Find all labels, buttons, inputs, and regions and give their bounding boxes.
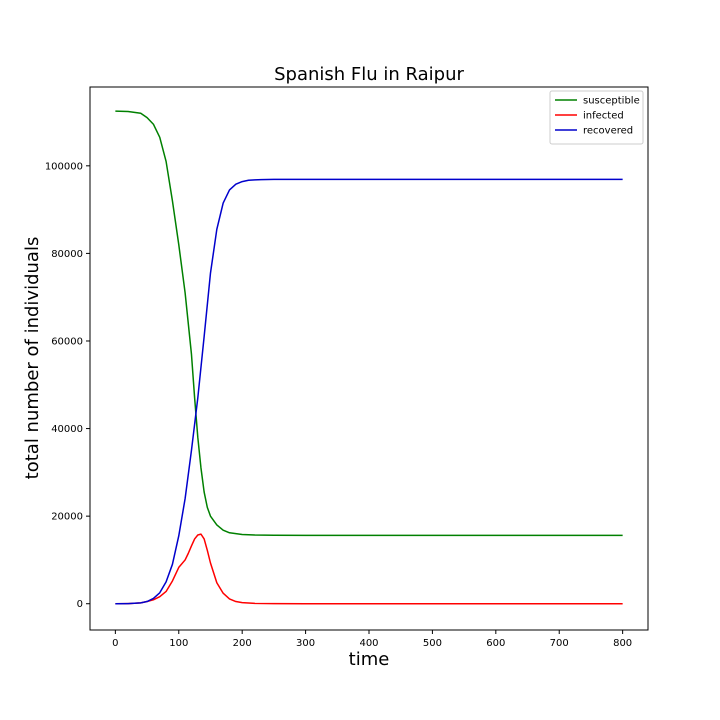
x-tick-label: 500 [423,638,442,649]
x-tick-label: 800 [613,638,632,649]
y-axis-label: total number of individuals [22,237,43,480]
x-tick-label: 100 [169,638,188,649]
x-tick-label: 300 [296,638,315,649]
plot-frame [89,86,649,631]
y-axis: 0 20000 40000 60000 80000 100000 [45,161,90,610]
legend: susceptible infected recovered [549,90,644,145]
series-line-susceptible [115,110,623,537]
x-tick-label: 600 [486,638,505,649]
y-tick-label: 40000 [51,424,83,435]
y-tick-label: 0 [77,599,83,610]
y-tick-label: 100000 [45,161,83,172]
x-axis: 0 100 200 300 400 500 600 700 800 [112,630,632,649]
x-tick-label: 700 [550,638,569,649]
y-tick-label: 20000 [51,512,83,523]
plot-area [115,110,623,605]
legend-label-recovered: recovered [583,126,633,137]
chart-title: Spanish Flu in Raipur [274,64,464,85]
x-tick-label: 200 [233,638,252,649]
y-tick-label: 80000 [51,249,83,260]
x-axis-label: time [349,649,390,670]
x-tick-label: 400 [359,638,378,649]
x-tick-label: 0 [112,638,118,649]
y-tick-label: 60000 [51,336,83,347]
legend-label-infected: infected [583,111,624,122]
series-line-recovered [115,178,623,605]
legend-label-susceptible: susceptible [583,96,640,107]
series-line-infected [115,533,623,605]
